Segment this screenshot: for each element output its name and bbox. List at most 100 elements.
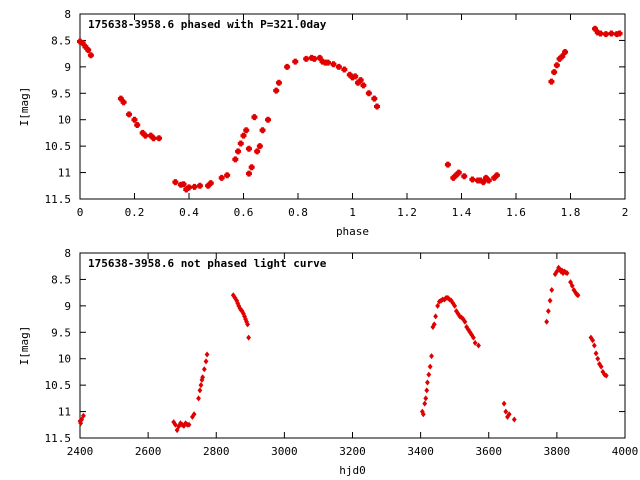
- x-axis-label: hjd0: [339, 464, 366, 477]
- y-axis-ticks: 8 8.5 9 9.5 10 10.5 11 11.5: [45, 247, 625, 445]
- data-point: [427, 363, 433, 370]
- x-tick-label: 1.8: [561, 206, 581, 219]
- y-tick-label: 9.5: [51, 326, 71, 339]
- data-point: [595, 355, 601, 362]
- light-curve-panel: 2400 2600 2800 3000 3200 3400 3600 3800 4000 8 8.…: [18, 247, 638, 477]
- data-point: [501, 400, 507, 407]
- data-point: [593, 350, 599, 357]
- data-point: [191, 183, 198, 190]
- y-tick-label: 11.5: [45, 193, 72, 206]
- y-tick-label: 9.5: [51, 87, 71, 100]
- data-point: [452, 302, 458, 309]
- data-point: [602, 31, 609, 38]
- data-points: [77, 25, 623, 193]
- data-point: [511, 416, 517, 423]
- data-point: [120, 99, 127, 106]
- data-point: [569, 282, 575, 289]
- data-point: [435, 302, 441, 309]
- data-point: [224, 172, 231, 179]
- data-point: [248, 164, 255, 171]
- data-point: [207, 180, 214, 187]
- x-tick-label: 0.4: [179, 206, 199, 219]
- data-point: [365, 90, 372, 97]
- x-tick-label: 0.6: [234, 206, 254, 219]
- y-tick-label: 11: [58, 406, 71, 419]
- y-tick-label: 10: [58, 114, 71, 127]
- x-tick-label: 3000: [271, 445, 298, 458]
- y-axis-label: I[mag]: [18, 87, 31, 127]
- data-point: [590, 337, 596, 344]
- data-point: [254, 148, 261, 155]
- data-point: [243, 127, 250, 134]
- data-point: [426, 371, 432, 378]
- chart-title: 175638-3958.6 phased with P=321.0day: [88, 18, 327, 31]
- data-point: [275, 79, 282, 86]
- data-point: [472, 339, 478, 346]
- y-tick-label: 8.5: [51, 273, 71, 286]
- data-point: [476, 342, 481, 349]
- data-point: [505, 413, 510, 420]
- data-point: [485, 177, 492, 184]
- data-point: [431, 321, 437, 328]
- data-point: [245, 145, 252, 152]
- data-point: [311, 55, 318, 62]
- data-point: [422, 400, 428, 407]
- data-point: [551, 69, 558, 76]
- data-point: [374, 103, 381, 110]
- x-axis-ticks: 2400 2600 2800 3000 3200 3400 3600 3800 4000: [67, 253, 639, 458]
- data-point: [549, 287, 555, 293]
- y-tick-label: 8: [64, 8, 71, 21]
- data-point: [235, 148, 242, 155]
- data-point: [438, 297, 444, 304]
- data-point: [469, 176, 476, 183]
- data-point: [126, 111, 133, 118]
- data-point: [85, 46, 92, 53]
- data-point: [424, 387, 430, 394]
- y-tick-label: 11.5: [45, 432, 72, 445]
- data-point: [303, 55, 310, 62]
- data-point: [467, 329, 473, 336]
- x-tick-label: 3200: [339, 445, 366, 458]
- data-points: [77, 264, 609, 434]
- data-point: [506, 411, 512, 418]
- y-tick-label: 9: [64, 61, 71, 74]
- y-tick-label: 8.5: [51, 34, 71, 47]
- y-tick-label: 9: [64, 300, 71, 313]
- x-axis-label: phase: [336, 225, 369, 238]
- data-point: [142, 132, 149, 139]
- data-point: [357, 77, 364, 84]
- x-tick-label: 0.8: [288, 206, 308, 219]
- data-point: [180, 181, 187, 188]
- data-point: [436, 298, 442, 305]
- data-point: [429, 353, 434, 360]
- data-point: [240, 132, 247, 139]
- data-point: [352, 73, 359, 80]
- y-tick-label: 8: [64, 247, 71, 260]
- data-point: [265, 116, 272, 123]
- data-point: [156, 135, 163, 142]
- data-point: [464, 324, 470, 330]
- data-point: [544, 318, 550, 325]
- x-tick-label: 2: [622, 206, 629, 219]
- data-point: [273, 87, 280, 94]
- data-point: [591, 342, 597, 349]
- x-tick-label: 1.6: [506, 206, 526, 219]
- data-point: [237, 140, 244, 147]
- phased-panel: 0 0.2 0.4 0.6 0.8 1 1.2 1.4 1.6 1.8 2 8 8.5 9 9.5 10 10…: [18, 8, 628, 238]
- x-tick-label: 3400: [407, 445, 434, 458]
- y-tick-label: 10.5: [45, 140, 72, 153]
- data-point: [245, 321, 250, 328]
- data-point: [447, 296, 452, 303]
- y-tick-label: 10.5: [45, 379, 72, 392]
- data-point: [459, 314, 464, 321]
- x-axis-ticks: 0 0.2 0.4 0.6 0.8 1 1.2 1.4 1.6 1.8 2: [77, 14, 629, 219]
- data-point: [616, 30, 623, 37]
- data-point: [78, 420, 84, 427]
- data-point: [324, 59, 331, 66]
- x-tick-label: 2800: [203, 445, 230, 458]
- data-point: [284, 63, 291, 70]
- x-tick-label: 4000: [612, 445, 639, 458]
- data-point: [493, 172, 500, 179]
- data-point: [198, 382, 204, 389]
- data-point: [196, 182, 203, 189]
